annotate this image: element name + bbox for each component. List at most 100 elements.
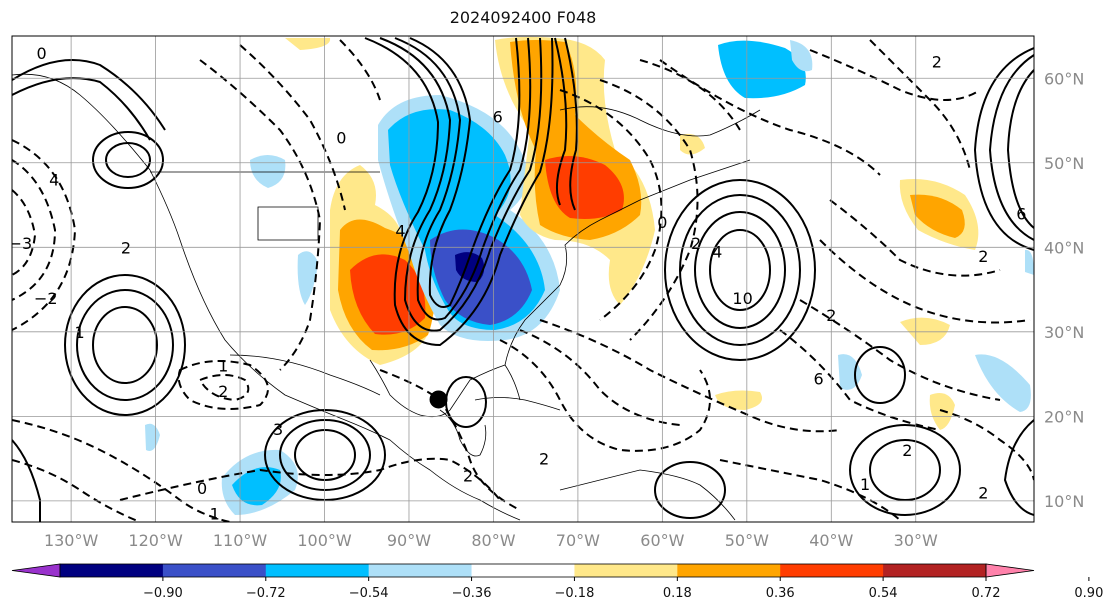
colorbar-segment: [574, 564, 678, 577]
contour-value-label: 2: [691, 234, 701, 253]
contour-pacific-south-high: [294, 429, 356, 481]
contour-dashed-west-plains-2: [239, 44, 346, 211]
solid-contours: [12, 37, 1034, 522]
contour-dashed-east-trough-2: [599, 79, 699, 341]
colorbar-tick-label: 0.36: [766, 586, 795, 601]
negative-anomaly-west: [250, 155, 286, 188]
positive-anomaly-atlantic-mid: [900, 317, 950, 345]
contour-value-label: 2: [539, 450, 549, 469]
contour-dashed-caribbean: [499, 339, 711, 452]
latitude-tick-label: 60°N: [1044, 69, 1084, 88]
colorbar-segment: [368, 564, 473, 577]
contour-dashed-baja: [177, 360, 269, 410]
longitude-tick-label: 80°W: [471, 531, 515, 550]
longitude-tick-label: 100°W: [297, 531, 352, 550]
positive-anomaly-north-top: [285, 38, 331, 50]
contour-value-label: 3: [273, 420, 283, 439]
contour-value-label: 0: [336, 128, 346, 147]
longitude-tick-label: 120°W: [128, 531, 183, 550]
contour-dashed-caribbean-2: [519, 329, 681, 426]
colorbar-tick-label: 0.54: [869, 586, 898, 601]
contour-pacific-south-high-2: [279, 419, 371, 491]
contour-value-label: 2: [218, 382, 228, 401]
longitude-tick-label: 90°W: [387, 531, 431, 550]
contour-atlantic-high-4: [664, 179, 816, 361]
latitude-tick-label: 20°N: [1044, 407, 1084, 426]
latitude-tick-label: 10°N: [1044, 492, 1084, 511]
country-border-us-mexico: [229, 354, 381, 396]
colorbar-segment: [780, 564, 884, 577]
contour-value-label: 6: [1016, 204, 1026, 223]
colorbar-tick-label: 0.90: [1074, 586, 1103, 601]
contour-pacific-south-high-3: [264, 409, 386, 501]
negative-anomaly-east-edge: [1025, 249, 1034, 275]
contour-dashed-caribbean-3: [539, 319, 841, 433]
colorbar-outline: [59, 563, 987, 578]
contour-dashed-pacific-low: [12, 159, 57, 301]
contour-value-label: 0: [36, 44, 46, 63]
contour-west-coast: [12, 59, 166, 131]
colorbar-tick-label: −0.90: [143, 586, 183, 601]
storm-center-marker: [429, 390, 448, 409]
longitude-tick-label: 110°W: [213, 531, 268, 550]
contour-dashed-atlantic-4: [829, 199, 1001, 277]
colorbar-underflow-triangle: [11, 563, 61, 578]
colorbar-tick-label: 0.18: [663, 586, 692, 601]
contour-dashed-south-pacific: [12, 419, 231, 522]
contour-dashed-atlantic-3: [869, 39, 971, 171]
positive-anomaly-northeast-max: [545, 156, 624, 219]
contour-value-label: 2: [121, 238, 131, 257]
contour-dashed-south-atlantic: [719, 459, 901, 521]
contour-east-ridge: [988, 54, 1034, 241]
contour-value-label: 2: [902, 441, 912, 460]
contour-east-ridge-2: [1006, 69, 1034, 229]
longitude-tick-label: 50°W: [725, 531, 769, 550]
contour-jet-3: [409, 37, 521, 308]
contour-dashed-west-plains: [199, 59, 322, 371]
map-title: 2024092400 F048: [449, 8, 597, 27]
contour-caribbean-south: [654, 461, 726, 519]
longitude-labels: 130°W 120°W 110°W 100°W 90°W 80°W 70°W 60°W 50°W…: [44, 531, 938, 550]
longitude-tick-label: 30°W: [894, 531, 938, 550]
negative-anomaly-pacific-tiny: [145, 423, 160, 451]
dashed-contours: [12, 39, 1034, 522]
contour-value-label: 2: [978, 247, 988, 266]
contour-value-label: 2: [463, 467, 473, 486]
contour-value-label: 1: [860, 475, 870, 494]
contour-atlantic-high-2: [694, 211, 786, 329]
negative-anomaly-west-small: [297, 251, 318, 305]
colorbar-tick-label: −0.72: [246, 586, 286, 601]
contour-dashed-east-trough-3: [639, 59, 741, 131]
negative-anomaly-atlantic-east-small: [975, 354, 1031, 412]
positive-anomaly-florida: [680, 133, 705, 155]
contour-dashed-atlantic-6: [799, 299, 1001, 401]
contour-value-label: 0: [197, 479, 207, 498]
colorbar-segment: [60, 564, 164, 577]
contour-lines: [12, 37, 1034, 522]
contour-east-south: [1003, 419, 1034, 516]
contour-value-label: −2: [34, 289, 58, 308]
positive-anomaly-caribbean-east: [715, 390, 763, 410]
contour-value-label: 1: [74, 323, 84, 342]
colorbar: −0.90 −0.72 −0.54 −0.36 −0.18 0.18 0.36 0.54 0.7…: [11, 563, 1103, 601]
coastline-south-america: [559, 469, 736, 521]
contour-jet-4: [364, 37, 554, 347]
contour-value-label: 10: [732, 289, 752, 308]
contour-dashed-baja-2: [198, 374, 250, 402]
contour-west-coast-2: [12, 77, 151, 141]
contour-southeast-atlantic: [869, 439, 941, 501]
contour-value-label: 6: [493, 107, 503, 126]
contour-pacific-high-2: [105, 142, 151, 178]
contour-south-pacific-low: [12, 439, 41, 522]
contour-dashed-pacific-low-3: [12, 139, 77, 331]
plot-frame: [11, 35, 1035, 523]
colorbar-tick-label: 0.72: [972, 586, 1001, 601]
colorbar-segment: [162, 564, 267, 577]
contour-value-label: 1: [218, 357, 228, 376]
contour-dashed-rockies: [339, 39, 381, 101]
contour-jet-5: [554, 37, 568, 206]
contour-pacific-high: [92, 131, 164, 189]
contour-value-label: 6: [814, 369, 824, 388]
longitude-tick-label: 130°W: [44, 531, 99, 550]
latitude-labels: 10°N 20°N 30°N 40°N 50°N 60°N: [1044, 69, 1084, 511]
